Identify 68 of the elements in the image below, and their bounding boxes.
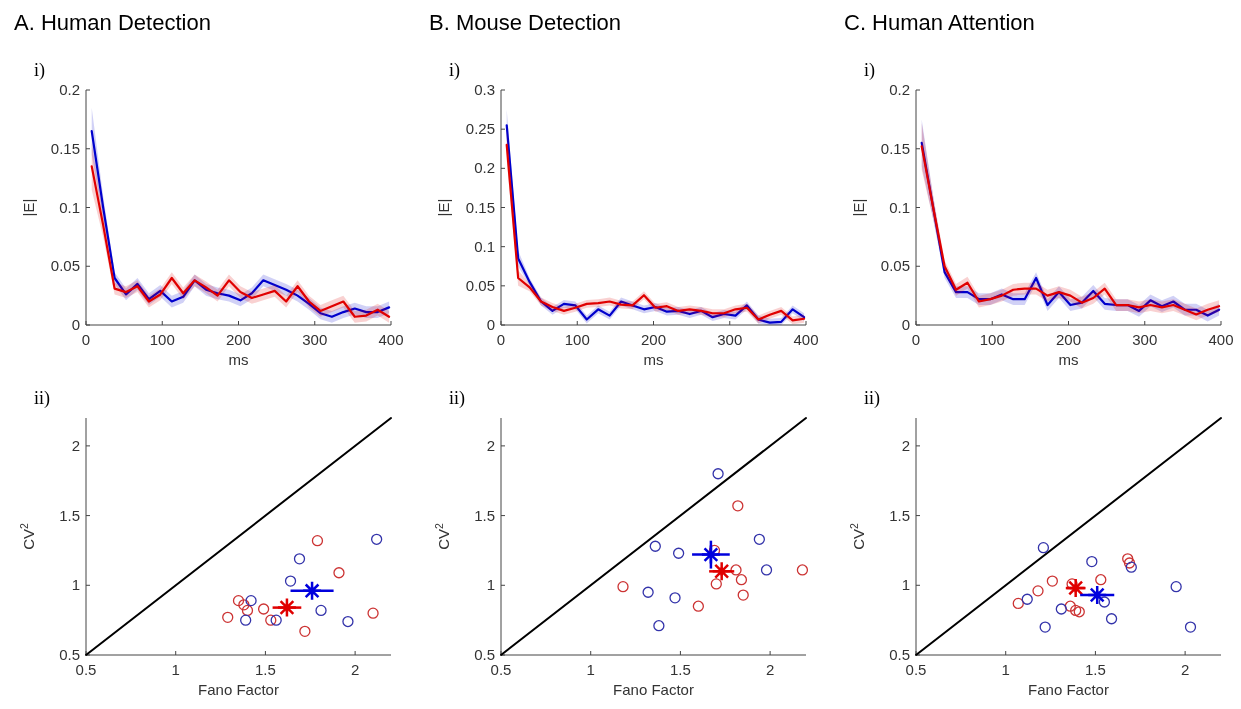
- x-tick-label: 1.5: [1084, 661, 1106, 678]
- y-tick-label: 1: [486, 576, 495, 594]
- y-tick-label: 0.25: [465, 120, 495, 138]
- x-tick-label: 400: [378, 331, 404, 348]
- y-tick-label: 0.05: [50, 257, 80, 275]
- y-tick-label: 1.5: [59, 506, 80, 524]
- x-axis-title: ms: [643, 351, 664, 368]
- text: i): [449, 60, 460, 81]
- x-tick-label: 200: [640, 331, 667, 348]
- x-tick-label: 1.5: [669, 661, 691, 678]
- x-tick-label: 2: [765, 661, 775, 678]
- y-tick-label: 0: [901, 316, 910, 333]
- y-tick-label: 0.2: [474, 159, 495, 177]
- y-tick-label: 0.1: [474, 237, 495, 255]
- y-tick-label: 0.05: [465, 276, 495, 294]
- x-tick-label: 300: [717, 331, 743, 348]
- x-axis-title: ms: [228, 351, 249, 368]
- y-tick-label: 1.5: [889, 506, 910, 524]
- y-tick-label: 0.05: [880, 257, 910, 275]
- y-tick-label: 0.5: [474, 646, 495, 663]
- text: i): [34, 60, 45, 81]
- text: ii): [34, 388, 50, 409]
- y-tick-label: 0.1: [59, 198, 80, 216]
- y-tick-label: 0.5: [59, 646, 80, 663]
- x-axis-title: Fano Factor: [613, 681, 694, 698]
- y-tick-label: 0: [71, 316, 80, 333]
- y-tick-label: 1.5: [474, 506, 495, 524]
- y-tick-label: 2: [486, 436, 495, 454]
- y-tick-label: 0.15: [465, 198, 495, 216]
- x-tick-label: 2: [1180, 661, 1190, 678]
- y-tick-label: 0.2: [889, 81, 910, 98]
- x-tick-label: 1: [1001, 661, 1010, 678]
- x-axis-title: Fano Factor: [1028, 681, 1109, 698]
- y-axis-title: |E|: [435, 198, 452, 217]
- x-tick-label: 300: [1132, 331, 1158, 348]
- y-tick-label: 2: [71, 436, 80, 454]
- x-tick-label: 400: [793, 331, 819, 348]
- y-axis-title: |E|: [20, 198, 37, 217]
- x-tick-label: 100: [979, 331, 1005, 348]
- y-tick-label: 1: [901, 576, 910, 594]
- x-tick-label: 2: [350, 661, 360, 678]
- x-tick-label: 1: [171, 661, 180, 678]
- x-tick-label: 100: [564, 331, 590, 348]
- y-tick-label: 0.2: [59, 81, 80, 98]
- x-tick-label: 300: [302, 331, 328, 348]
- chart-title: A. Human Detection: [14, 10, 211, 35]
- text: i): [864, 60, 875, 81]
- x-axis-title: Fano Factor: [198, 681, 279, 698]
- chart-title: C. Human Attention: [844, 10, 1035, 35]
- text: ii): [449, 388, 465, 409]
- x-tick-label: 100: [149, 331, 175, 348]
- x-tick-label: 200: [225, 331, 252, 348]
- y-tick-label: 2: [901, 436, 910, 454]
- x-axis-title: ms: [1058, 351, 1079, 368]
- x-tick-label: 1.5: [254, 661, 276, 678]
- y-tick-label: 0.1: [889, 198, 910, 216]
- x-tick-label: 200: [1055, 331, 1082, 348]
- y-tick-label: 0.3: [474, 81, 495, 98]
- y-tick-label: 0.15: [50, 139, 80, 157]
- y-tick-label: 0.5: [889, 646, 910, 663]
- y-tick-label: 0: [486, 316, 495, 333]
- x-tick-label: 1: [586, 661, 595, 678]
- x-tick-label: 400: [1208, 331, 1234, 348]
- text: ii): [864, 388, 880, 409]
- y-axis-title: |E|: [850, 198, 867, 217]
- y-tick-label: 0.15: [880, 139, 910, 157]
- y-tick-label: 1: [71, 576, 80, 594]
- chart-title: B. Mouse Detection: [429, 10, 621, 35]
